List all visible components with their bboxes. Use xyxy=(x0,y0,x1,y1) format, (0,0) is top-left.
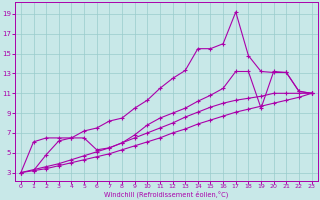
X-axis label: Windchill (Refroidissement éolien,°C): Windchill (Refroidissement éolien,°C) xyxy=(104,190,228,198)
